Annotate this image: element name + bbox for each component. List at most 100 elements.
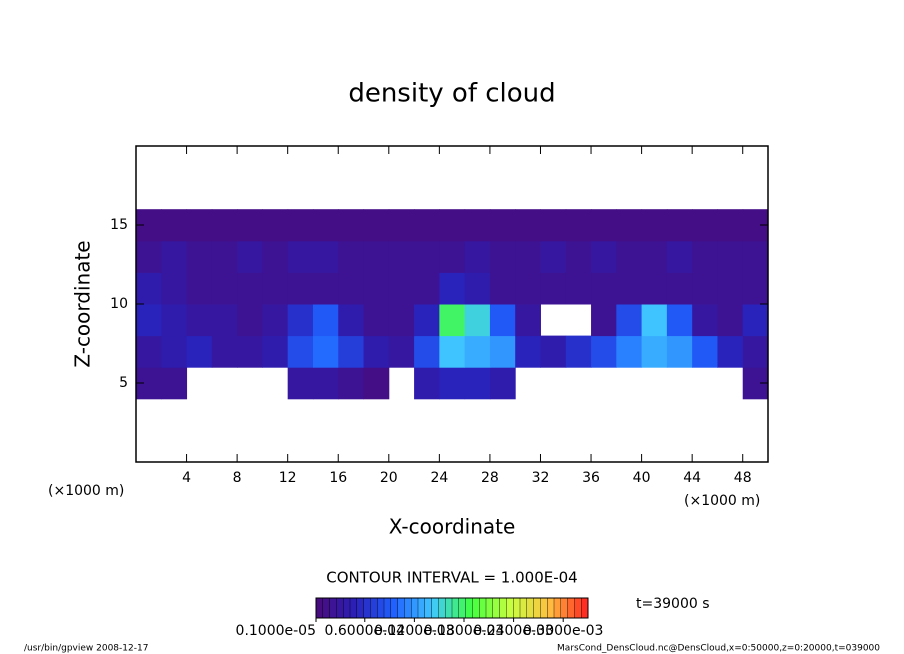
heat-cell [136,240,162,273]
heat-cell [616,335,643,368]
colorbar-swatch [533,597,541,619]
heat-cell [287,304,314,337]
heat-cell [515,335,541,368]
heat-cell [312,240,339,273]
heat-cell [641,209,668,242]
heat-cell [641,335,668,368]
colorbar-swatch [411,597,419,619]
heat-cell [414,240,440,273]
heat-cell [312,209,339,242]
x-tick-label: 36 [582,470,600,486]
colorbar-swatch [492,597,501,619]
colorbar-swatch [322,597,331,619]
heat-cell [338,367,365,400]
x-tick-label: 20 [380,470,398,486]
colorbar-swatch [499,597,507,619]
heat-cell [717,272,744,305]
heat-cell [186,209,213,242]
contour-interval: CONTOUR INTERVAL = 1.000E-04 [326,569,577,587]
heat-cell [742,335,769,368]
colorbar-swatch [553,597,562,619]
heat-cell [717,335,744,368]
heat-cell [388,240,415,273]
heat-cell [439,272,466,305]
heat-cell [338,272,365,305]
colorbar-swatch [438,597,446,619]
heat-cell [717,209,744,242]
heat-cell [237,272,263,305]
heat-cell [262,272,289,305]
heat-cell [515,272,541,305]
heat-cell [464,272,491,305]
x-tick-label: 12 [279,470,297,486]
heat-cell [717,304,744,337]
heat-cell [489,367,516,400]
x-tick-label: 44 [683,470,701,486]
heat-cell [262,209,289,242]
heat-cell [540,240,567,273]
heat-cell [161,209,188,242]
heat-cell [641,240,668,273]
heat-cell [211,335,238,368]
heat-cell [692,240,718,273]
heat-cell [591,272,617,305]
time-label: t=39000 s [636,596,710,612]
heat-cell [211,240,238,273]
heat-cell [262,240,289,273]
colorbar-label: 0.1800e-03 [424,623,504,639]
heat-cell [161,367,188,400]
heat-cell [565,272,592,305]
heat-cell [237,240,263,273]
heat-cell [489,272,516,305]
heat-cell [439,240,466,273]
heat-cell [565,335,592,368]
heat-cell [237,335,263,368]
heat-cell [287,272,314,305]
footer-right: MarsCond_DensCloud.nc@DensCloud,x=0:5000… [557,644,880,654]
colorbar-swatch [356,597,365,619]
heat-cell [414,304,440,337]
heat-cell [439,335,466,368]
heat-cell [136,272,162,305]
heat-cell [591,209,617,242]
colorbar-swatch [336,597,344,619]
heat-cell [186,335,213,368]
heat-cell [262,335,289,368]
colorbar-swatch [377,597,385,619]
heat-cell [692,304,718,337]
heat-cell [414,367,440,400]
heat-cell [666,304,693,337]
heat-cell [616,272,643,305]
chart-title: density of cloud [348,79,555,109]
heat-cell [515,209,541,242]
heat-cell [312,304,339,337]
colorbar-swatch [370,597,378,619]
colorbar-swatch [519,597,528,619]
heat-cell [565,240,592,273]
colorbar-swatch [424,597,433,619]
heat-cell [312,367,339,400]
colorbar-swatch [485,597,494,619]
heat-cell [161,304,188,337]
colorbar-swatch [560,597,569,619]
colorbar-swatch [329,597,337,619]
heat-cell [237,209,263,242]
heat-cell [414,335,440,368]
heat-cell [414,272,440,305]
heat-cell [312,335,339,368]
x-axis-label: X-coordinate [389,515,516,539]
heat-cell [717,240,744,273]
heat-cell [692,335,718,368]
colorbar-label: 0.6000e-04 [325,623,406,639]
x-tick-label: 8 [233,470,242,486]
heat-cell [540,209,567,242]
heat-cell [464,335,491,368]
heat-cell [666,240,693,273]
x-tick-label: 40 [633,470,651,486]
heat-cell [262,304,289,337]
heat-cell [161,335,188,368]
heat-cell [489,304,516,337]
heat-cell [591,240,617,273]
heat-cell [616,209,643,242]
colorbar-swatch [417,597,426,619]
